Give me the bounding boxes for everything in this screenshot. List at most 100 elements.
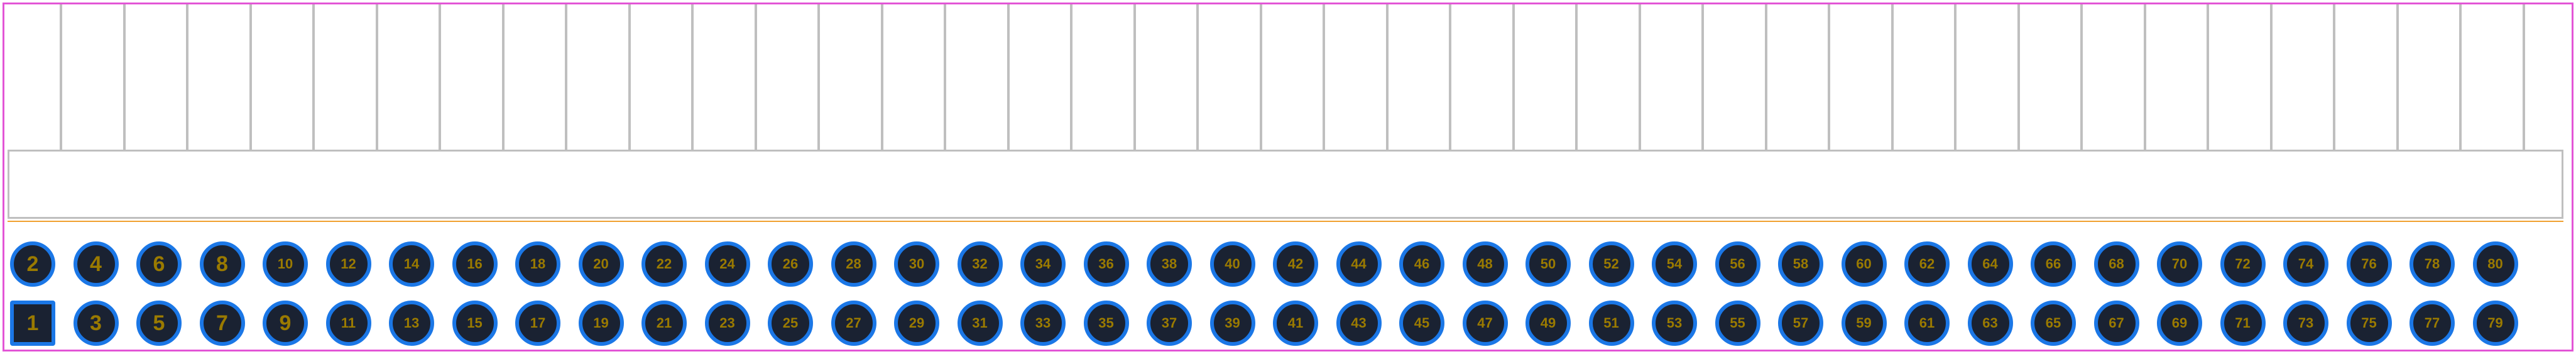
pin-77: 77 [2410,301,2455,346]
pin-15: 15 [452,301,498,346]
pin-number: 25 [783,316,798,330]
pin-number: 73 [2298,316,2313,330]
pin-51: 51 [1589,301,1634,346]
pin-number: 44 [1351,257,1366,271]
pin-67: 67 [2094,301,2139,346]
pin-number: 42 [1288,257,1303,271]
lead-line [1323,4,1325,154]
lead-line [1007,4,1010,154]
pin-number: 50 [1541,257,1556,271]
lead-line [691,4,694,154]
pin-11: 11 [326,301,371,346]
pin-number: 15 [467,316,482,330]
pin-number: 36 [1098,257,1113,271]
pin-number: 7 [216,313,228,334]
pin-66: 66 [2031,241,2076,287]
pin-59: 59 [1842,301,1887,346]
pin-45: 45 [1399,301,1444,346]
pin-number: 13 [404,316,419,330]
pin-6: 6 [136,241,182,287]
pin-8: 8 [200,241,245,287]
pin-76: 76 [2347,241,2392,287]
pin-number: 72 [2235,257,2250,271]
pin-number: 43 [1351,316,1366,330]
pin-number: 51 [1603,316,1618,330]
pin-4: 4 [74,241,119,287]
pin-61: 61 [1904,301,1950,346]
pin-38: 38 [1147,241,1192,287]
pin-number: 75 [2361,316,2376,330]
pin-37: 37 [1147,301,1192,346]
pin-42: 42 [1273,241,1318,287]
pin-17: 17 [515,301,560,346]
pin-number: 35 [1098,316,1113,330]
lead-line [1260,4,1262,154]
pin-50: 50 [1525,241,1571,287]
pin-number: 10 [278,257,293,271]
component-body [8,150,2563,219]
pin-18: 18 [515,241,560,287]
pin-26: 26 [768,241,813,287]
pin-70: 70 [2157,241,2202,287]
pin-number: 41 [1288,316,1303,330]
pin-65: 65 [2031,301,2076,346]
pin-52: 52 [1589,241,1634,287]
lead-line [376,4,378,154]
pin-53: 53 [1652,301,1697,346]
lead-line [881,4,883,154]
lead-line [565,4,567,154]
pin-number: 56 [1730,257,1745,271]
pin-number: 45 [1414,316,1429,330]
pin-number: 58 [1793,257,1808,271]
lead-line [502,4,505,154]
pin-75: 75 [2347,301,2392,346]
pin-5: 5 [136,301,182,346]
pin-number: 37 [1162,316,1177,330]
pin-55: 55 [1715,301,1760,346]
pin-number: 30 [909,257,924,271]
lead-line [1070,4,1072,154]
pin-number: 1 [27,313,39,334]
pin-25: 25 [768,301,813,346]
pin-19: 19 [579,301,624,346]
lead-line [1765,4,1767,154]
pin-64: 64 [1968,241,2013,287]
pin-72: 72 [2220,241,2266,287]
lead-line [1196,4,1199,154]
pin-14: 14 [389,241,434,287]
pin-23: 23 [705,301,750,346]
pin-43: 43 [1336,301,1382,346]
pin-number: 64 [1982,257,1997,271]
lead-line [2144,4,2146,154]
pin-2: 2 [10,241,55,287]
pin-30: 30 [894,241,939,287]
pin-16: 16 [452,241,498,287]
pin-71: 71 [2220,301,2266,346]
pin-number: 76 [2361,257,2376,271]
pin-number: 29 [909,316,924,330]
pin-number: 65 [2046,316,2061,330]
pin-47: 47 [1463,301,1508,346]
lead-line [1386,4,1389,154]
pin-number: 21 [657,316,672,330]
pin-number: 49 [1541,316,1556,330]
pin-number: 24 [719,257,734,271]
pin-number: 63 [1982,316,1997,330]
pin-24: 24 [705,241,750,287]
lead-line [755,4,757,154]
pin-39: 39 [1210,301,1255,346]
pin-number: 68 [2109,257,2124,271]
lead-line [186,4,188,154]
lead-line [2207,4,2209,154]
pin-number: 9 [280,313,292,334]
pin-32: 32 [958,241,1003,287]
lead-line [944,4,946,154]
pin-40: 40 [1210,241,1255,287]
pin-number: 40 [1225,257,1240,271]
pin-79: 79 [2473,301,2518,346]
pin-9: 9 [263,301,308,346]
pin-63: 63 [1968,301,2013,346]
lead-line [1449,4,1451,154]
lead-line [2080,4,2083,154]
lead-line [249,4,252,154]
